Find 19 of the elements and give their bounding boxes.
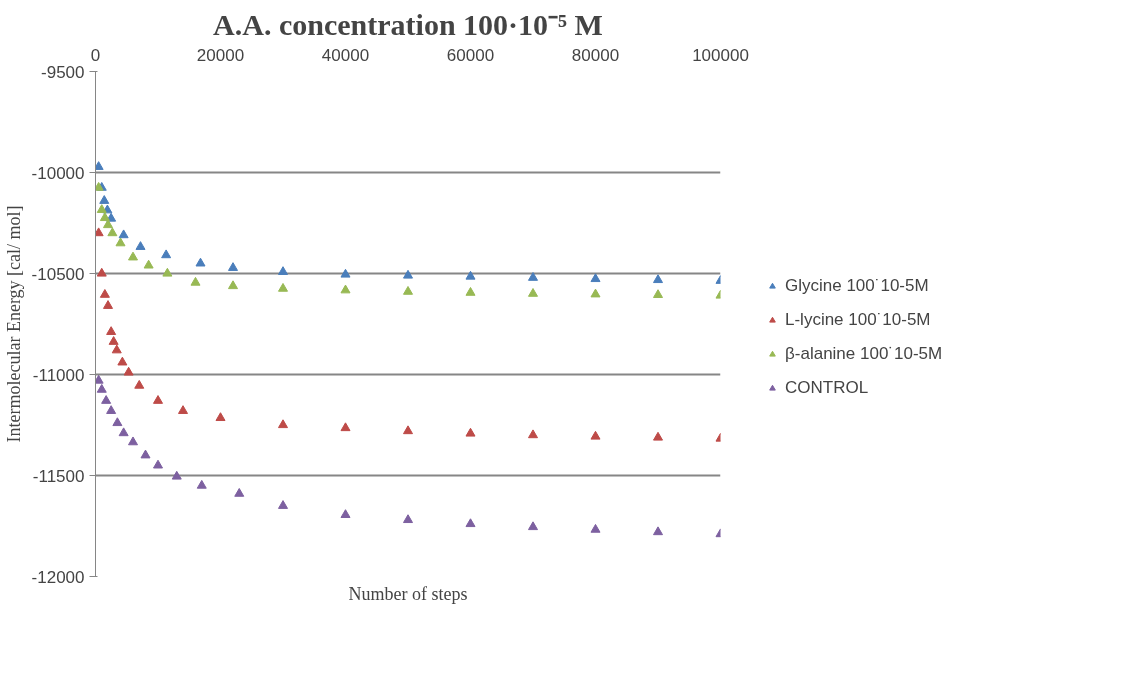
x-tick-label: 0 <box>90 45 101 65</box>
x-tick-label: 40000 <box>321 45 370 65</box>
legend-label: β-alanine 100˙10-5M <box>785 344 943 364</box>
legend-label: CONTROL <box>785 378 869 398</box>
x-tick-label: 80000 <box>571 45 620 65</box>
y-tick-label: -9500 <box>41 62 85 82</box>
chart-title: A.A. concentration 100·10⁻⁵ M <box>213 7 603 41</box>
y-tick-label: -11000 <box>32 365 85 385</box>
y-tick-label: -10500 <box>31 264 85 284</box>
x-tick-label: 20000 <box>196 45 245 65</box>
y-tick-label: -10000 <box>31 163 85 183</box>
y-tick-label: -12000 <box>31 567 85 587</box>
x-tick-label: 100000 <box>692 45 749 65</box>
x-tick-label: 60000 <box>446 45 495 65</box>
legend-label: Glycine 100˙10-5M <box>785 276 929 296</box>
y-axis-title: Intermolecular Energy [cal/ mol] <box>3 205 24 443</box>
x-axis-title: Number of steps <box>348 583 468 604</box>
y-tick-label: -11500 <box>32 466 85 486</box>
legend-label: L-lycine 100˙10-5M <box>785 310 931 330</box>
